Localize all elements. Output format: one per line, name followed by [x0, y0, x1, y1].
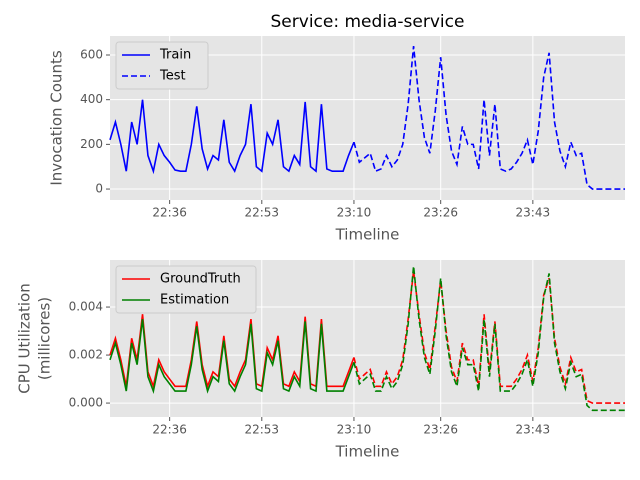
x-axis-label: Timeline: [335, 443, 400, 461]
series-line: [109, 314, 355, 390]
y-tick-label: 0: [95, 182, 103, 196]
y-tick-label: 0.004: [69, 300, 103, 314]
x-tick-label: 23:43: [516, 423, 551, 437]
y-tick-label: 200: [80, 137, 103, 151]
y-tick-label: 600: [80, 47, 103, 61]
x-axis-label: Timeline: [335, 226, 400, 244]
legend-label: Test: [159, 69, 186, 84]
y-axis-label: (millicores): [36, 297, 54, 380]
legend-box: [115, 265, 257, 314]
x-tick-label: 23:26: [423, 206, 458, 220]
series-line: [109, 318, 355, 394]
legend-label: Train: [159, 48, 191, 63]
x-tick-label: 22:53: [244, 206, 279, 220]
chart-title: Service: media-service: [271, 12, 465, 32]
series-line: [109, 99, 355, 175]
y-tick-label: 400: [80, 92, 103, 106]
x-tick-label: 22:53: [244, 423, 279, 437]
x-tick-label: 23:43: [516, 206, 551, 220]
series-line: [353, 270, 625, 404]
x-tick-label: 22:36: [152, 423, 187, 437]
y-axis-label: Invocation Counts: [48, 50, 66, 185]
x-tick-label: 23:10: [337, 423, 372, 437]
legend-label: Estimation: [160, 293, 229, 308]
y-tick-label: 0.000: [69, 396, 103, 410]
y-tick-label: 0.002: [69, 348, 103, 362]
x-tick-label: 23:26: [423, 423, 458, 437]
x-tick-label: 23:10: [337, 206, 372, 220]
x-tick-label: 22:36: [152, 206, 187, 220]
legend-label: GroundTruth: [160, 272, 241, 287]
legend-box: [115, 41, 209, 90]
series-line: [353, 266, 625, 412]
y-axis-label: CPU Utilization: [16, 283, 34, 393]
series-line: [353, 45, 625, 190]
